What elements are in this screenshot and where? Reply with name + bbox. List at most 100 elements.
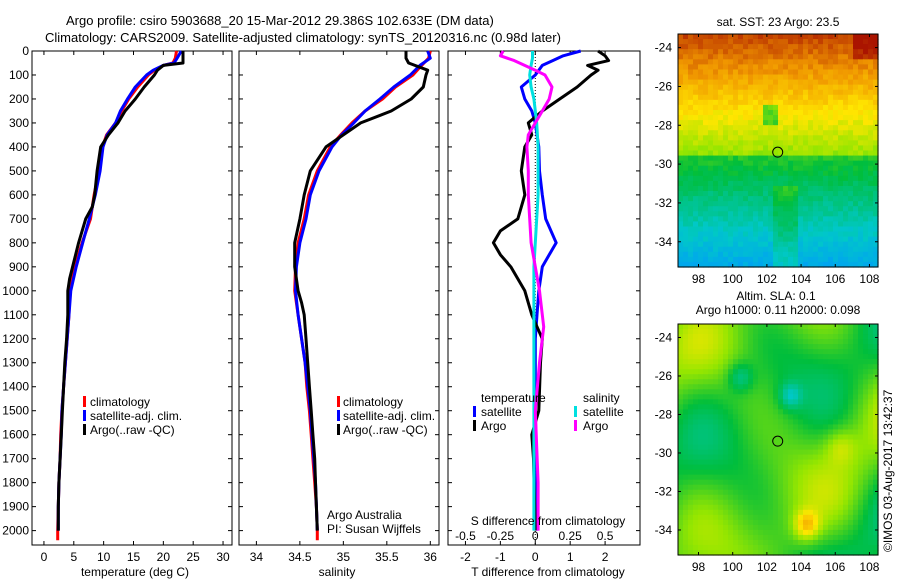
heatmap-cell: [808, 54, 814, 60]
heatmap-cell: [738, 454, 744, 461]
heatmap-cell: [803, 185, 809, 192]
heatmap-cell: [848, 130, 854, 136]
heatmap-cell: [713, 404, 719, 410]
heatmap-cell: [783, 99, 789, 106]
heatmap-cell: [873, 504, 879, 511]
heatmap-cell: [858, 464, 864, 471]
heatmap-cell: [828, 59, 834, 65]
heatmap-cell: [848, 359, 854, 365]
heatmap-cell: [693, 479, 699, 486]
heatmap-cell: [688, 364, 694, 370]
legend-s-argo-swatch: [574, 420, 577, 431]
heatmap-cell: [733, 449, 739, 456]
heatmap-cell: [803, 514, 809, 521]
heatmap-cell: [758, 464, 764, 471]
heatmap-cell: [693, 534, 699, 541]
heatmap-cell: [713, 399, 719, 405]
heatmap-cell: [728, 59, 734, 65]
heatmap-cell: [868, 246, 874, 253]
heatmap-cell: [843, 334, 849, 340]
heatmap-cell: [773, 384, 779, 390]
heatmap-cell: [683, 339, 689, 345]
heatmap-cell: [693, 519, 699, 526]
heatmap-cell: [743, 409, 749, 415]
heatmap-cell: [688, 394, 694, 400]
heatmap-cell: [728, 160, 734, 167]
heatmap-cell: [713, 519, 719, 526]
heatmap-cell: [693, 39, 699, 45]
heatmap-cell: [868, 489, 874, 496]
heatmap-cell: [733, 231, 739, 238]
heatmap-cell: [863, 339, 869, 345]
heatmap-cell: [703, 469, 709, 476]
heatmap-cell: [713, 206, 719, 212]
heatmap-cell: [843, 74, 849, 81]
heatmap-cell: [783, 206, 789, 212]
heatmap-cell: [728, 206, 734, 212]
heatmap-cell: [828, 374, 834, 380]
heatmap-cell: [683, 429, 689, 436]
heatmap-cell: [848, 409, 854, 415]
heatmap-cell: [853, 429, 859, 436]
heatmap-cell: [868, 429, 874, 436]
heatmap-cell: [843, 389, 849, 395]
heatmap-cell: [748, 394, 754, 400]
heatmap-cell: [763, 109, 769, 116]
heatmap-cell: [808, 539, 814, 546]
heatmap-cell: [863, 125, 869, 131]
heatmap-cell: [683, 469, 689, 476]
heatmap-cell: [818, 404, 824, 410]
heatmap-cell: [828, 89, 834, 96]
heatmap-cell: [698, 424, 704, 431]
heatmap-cell: [858, 544, 864, 551]
heatmap-cell: [788, 211, 794, 217]
heatmap-cell: [873, 79, 879, 86]
heatmap-cell: [843, 261, 849, 268]
heatmap-cell: [713, 120, 719, 126]
heatmap-cell: [788, 201, 794, 207]
heatmap-cell: [813, 241, 819, 248]
heatmap-cell: [698, 89, 704, 96]
heatmap-cell: [833, 201, 839, 207]
heatmap-cell: [703, 64, 709, 71]
heatmap-cell: [773, 261, 779, 268]
heatmap-cell: [678, 59, 684, 65]
heatmap-cell: [688, 89, 694, 96]
heatmap-cell: [823, 155, 829, 162]
heatmap-cell: [828, 170, 834, 177]
heatmap-cell: [773, 404, 779, 410]
heatmap-cell: [818, 389, 824, 395]
heatmap-cell: [843, 524, 849, 531]
heatmap-cell: [813, 165, 819, 172]
heatmap-cell: [698, 196, 704, 202]
heatmap-cell: [853, 180, 859, 187]
heatmap-cell: [713, 251, 719, 258]
heatmap-cell: [763, 226, 769, 233]
s-tick-label: 0.25: [559, 529, 583, 543]
heatmap-cell: [748, 504, 754, 511]
heatmap-cell: [858, 246, 864, 253]
heatmap-cell: [768, 484, 774, 491]
heatmap-cell: [788, 524, 794, 531]
heatmap-cell: [693, 374, 699, 380]
heatmap-cell: [793, 389, 799, 395]
heatmap-cell: [788, 484, 794, 491]
heatmap-cell: [858, 474, 864, 481]
heatmap-cell: [788, 185, 794, 192]
heatmap-cell: [708, 196, 714, 202]
heatmap-cell: [768, 221, 774, 228]
heatmap-cell: [848, 140, 854, 147]
heatmap-cell: [693, 54, 699, 60]
heatmap-cell: [778, 201, 784, 207]
heatmap-cell: [738, 160, 744, 167]
heatmap-cell: [793, 364, 799, 370]
heatmap-cell: [863, 165, 869, 172]
heatmap-cell: [808, 185, 814, 192]
heatmap-cell: [723, 434, 729, 441]
heatmap-cell: [823, 469, 829, 476]
heatmap-cell: [758, 529, 764, 536]
heatmap-cell: [783, 216, 789, 223]
heatmap-cell: [683, 130, 689, 136]
heatmap-cell: [693, 459, 699, 466]
heatmap-cell: [703, 384, 709, 390]
